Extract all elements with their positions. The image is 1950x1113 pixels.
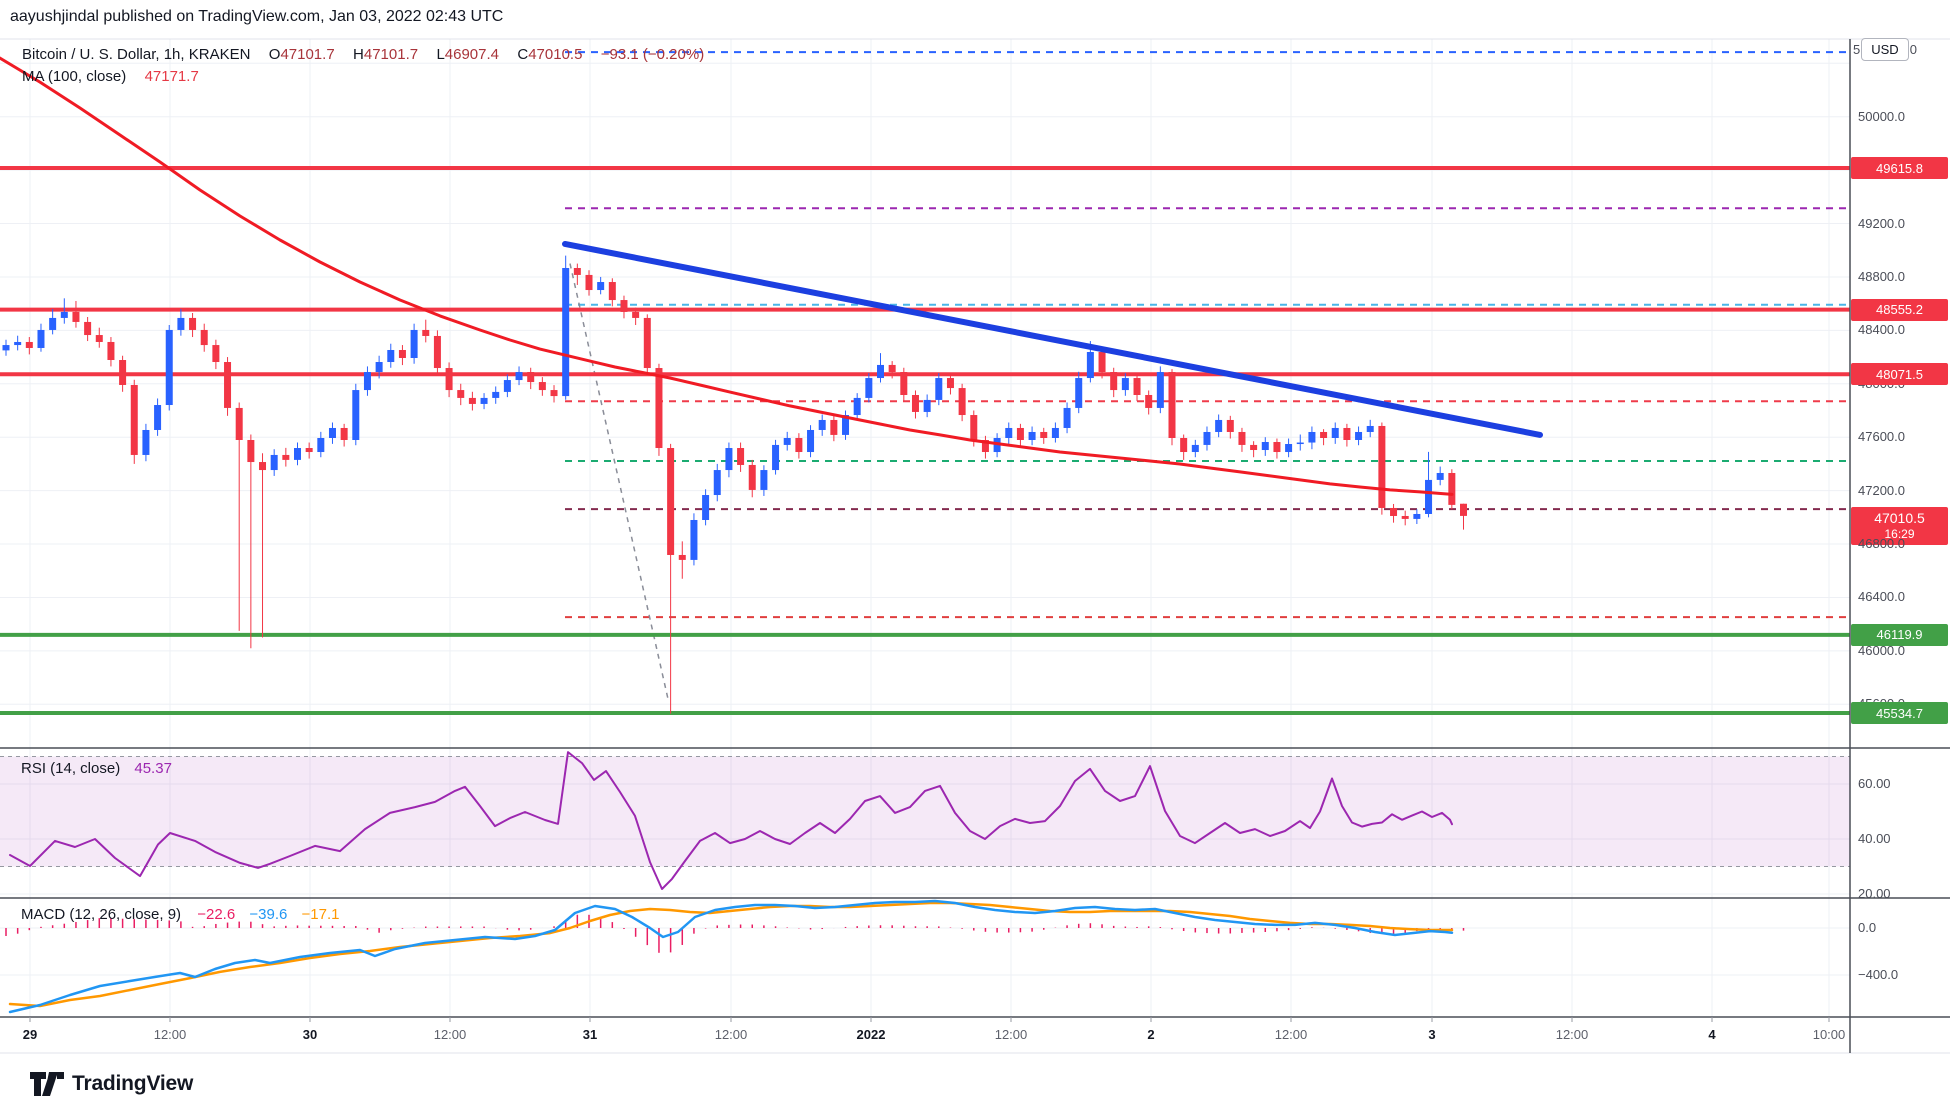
macd-tick-label: 0.0: [1858, 920, 1877, 935]
axis-digit-left: 5: [1853, 42, 1861, 57]
red-level-label: 48071.5: [1851, 363, 1948, 386]
time-tick-label: 12:00: [714, 1027, 748, 1042]
bar-countdown: 16:29: [1884, 527, 1915, 542]
time-tick-label: 29: [22, 1027, 38, 1042]
tradingview-logo-text: TradingView: [72, 1072, 194, 1095]
symbol-title: Bitcoin / U. S. Dollar, 1h, KRAKEN: [22, 46, 251, 63]
ma-legend[interactable]: MA (100, close) 47171.7: [22, 68, 199, 85]
time-tick-label: 12:00: [994, 1027, 1028, 1042]
red-level-label: 49615.8: [1851, 157, 1948, 179]
green-level-label: 46119.9: [1851, 623, 1948, 646]
rsi-tick-label: 20.00: [1858, 886, 1891, 901]
macd-signal-value: −17.1: [301, 906, 340, 923]
rsi-value: 45.37: [134, 760, 172, 777]
current-price: 47010.5: [1874, 509, 1925, 526]
change-value: −93.1 (−0.20%): [600, 46, 705, 63]
time-tick-label: 2022: [856, 1027, 886, 1042]
publisher-line: aayushjindal published on TradingView.co…: [10, 8, 504, 25]
high-value: 47101.7: [363, 46, 419, 63]
price-tick-label: 49200.0: [1858, 215, 1905, 231]
low-label: L: [436, 46, 445, 63]
time-tick-label: 12:00: [433, 1027, 467, 1042]
rsi-tick-label: 60.00: [1858, 776, 1891, 791]
symbol-legend[interactable]: Bitcoin / U. S. Dollar, 1h, KRAKEN O4710…: [22, 46, 704, 63]
macd-label: MACD (12, 26, close, 9): [21, 906, 182, 923]
time-tick-label: 12:00: [1274, 1027, 1308, 1042]
tradingview-logo-icon: [30, 1072, 64, 1096]
ma-label: MA (100, close): [22, 68, 127, 85]
high-label: H: [353, 46, 364, 63]
price-tick-label: 47200.0: [1858, 482, 1905, 498]
open-label: O: [268, 46, 281, 63]
ma-value: 47171.7: [144, 68, 199, 85]
macd-line-value: −39.6: [249, 906, 288, 923]
axis-digit-right: 0: [1909, 42, 1917, 57]
close-value: 47010.5: [528, 46, 583, 63]
price-tick-label: 46000.0: [1858, 642, 1905, 658]
time-tick-label: 4: [1708, 1027, 1716, 1042]
currency-button[interactable]: USD: [1861, 38, 1909, 61]
macd-tick-label: −400.0: [1858, 967, 1899, 982]
price-tick-label: 48800.0: [1858, 268, 1905, 284]
close-label: C: [517, 46, 529, 63]
rsi-legend[interactable]: RSI (14, close) 45.37: [21, 760, 172, 777]
rsi-tick-label: 40.00: [1858, 831, 1891, 846]
tradingview-logo[interactable]: TradingView: [30, 1072, 193, 1096]
red-level-label: 48555.2: [1851, 298, 1948, 321]
green-level-label: 45534.7: [1851, 702, 1948, 724]
time-tick-label: 12:00: [153, 1027, 187, 1042]
time-tick-label: 30: [302, 1027, 318, 1042]
price-tick-label: 46400.0: [1858, 589, 1905, 605]
macd-hist-value: −22.6: [197, 906, 236, 923]
low-value: 46907.4: [444, 46, 500, 63]
time-tick-label: 12:00: [1555, 1027, 1589, 1042]
price-tick-label: 47600.0: [1858, 429, 1905, 445]
current-price-label: 47010.5 16:29: [1851, 506, 1948, 545]
time-tick-label: 10:00: [1812, 1027, 1846, 1042]
time-tick-label: 3: [1428, 1027, 1436, 1042]
time-tick-label: 31: [582, 1027, 598, 1042]
macd-legend[interactable]: MACD (12, 26, close, 9) −22.6 −39.6 −17.…: [21, 906, 339, 923]
currency-toggle: 5 USD 0: [1853, 38, 1917, 61]
rsi-label: RSI (14, close): [21, 760, 121, 777]
price-tick-label: 48400.0: [1858, 322, 1905, 338]
price-tick-label: 46800.0: [1858, 536, 1905, 552]
price-tick-label: 50000.0: [1858, 108, 1905, 124]
time-tick-label: 2: [1147, 1027, 1155, 1042]
open-value: 47101.7: [280, 46, 335, 63]
